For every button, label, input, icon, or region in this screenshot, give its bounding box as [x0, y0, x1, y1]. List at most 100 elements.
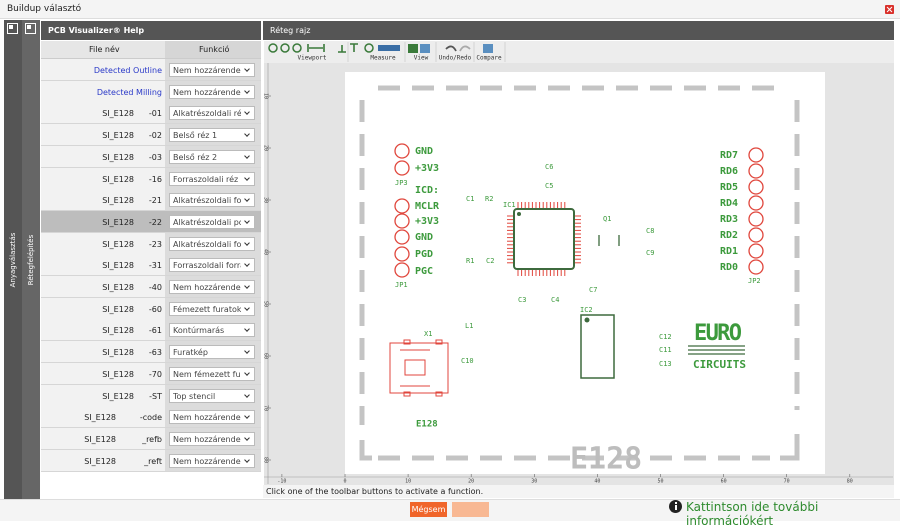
function-select[interactable]: Alkatrészoldali forra [169, 236, 255, 251]
select-value: Nem hozzárendelt [173, 413, 241, 423]
pcb-label: IC1 [503, 201, 516, 209]
y-ruler-label: 60 [263, 353, 269, 359]
file-suffix: -23 [148, 239, 162, 249]
y-ruler-label: 10 [263, 93, 269, 99]
function-select[interactable]: Fémezett furatok [169, 301, 255, 316]
function-cell: Alkatrészoldali forra [165, 232, 261, 254]
table-row[interactable]: SI_E128 -02 Belső réz 1 [41, 124, 261, 147]
file-suffix: -03 [148, 152, 162, 162]
pcb-label: C11 [659, 346, 672, 354]
y-ruler-label: 50 [263, 301, 269, 307]
function-cell: Fémezett furatok [165, 297, 261, 319]
info-link[interactable]: Kattintson ide további információkért [686, 500, 819, 528]
pcb-label: GND [415, 146, 433, 157]
file-suffix: -code [139, 413, 162, 423]
table-row[interactable]: SI_E128 -31 Forraszoldali forras [41, 254, 261, 277]
column-header[interactable]: Funkció [165, 41, 261, 59]
file-name: SI_E128 [102, 369, 134, 379]
file-suffix: -70 [148, 369, 162, 379]
file-name: SI_E128 [102, 131, 134, 141]
column-title: Funkció [199, 45, 230, 54]
tab[interactable]: Anyagválasztás [4, 20, 22, 499]
select-value: Forraszoldali réz [173, 174, 239, 184]
function-select[interactable]: Alkatrészoldali pozí [169, 214, 255, 229]
status-bar: Click one of the toolbar buttons to acti… [263, 485, 894, 498]
select-value: Nem hozzárendelt [173, 434, 241, 444]
tab[interactable]: Rétegfelépítés [22, 20, 40, 499]
pcb-label: RD1 [720, 246, 738, 257]
x-ruler-label: 40 [594, 479, 600, 485]
function-select[interactable]: Alkatrészoldali forra [169, 193, 255, 208]
function-select[interactable]: Nem hozzárendelt [169, 453, 255, 468]
board-outline-marks [359, 85, 800, 461]
table-row[interactable]: SI_E128 -03 Belső réz 2 [41, 145, 261, 168]
x-ruler-label: 0 [343, 479, 346, 485]
pcb-label: RD5 [720, 182, 738, 193]
file-name: SI_E128 [84, 413, 116, 423]
function-select[interactable]: Kontúrmarás [169, 323, 255, 338]
function-select[interactable]: Belső réz 2 [169, 149, 255, 164]
function-select[interactable]: Alkatrészoldali réz [169, 106, 255, 121]
pcb-label: C3 [518, 296, 526, 304]
table-row[interactable]: SI_E128 -63 Furatkép [41, 341, 261, 364]
function-select[interactable]: Forraszoldali forras [169, 258, 255, 273]
file-suffix: -21 [148, 196, 162, 206]
table-row[interactable]: SI_E128 -code Nem hozzárendelt [41, 406, 261, 429]
table-row[interactable]: Detected Milling Nem hozzárendelt [41, 80, 261, 103]
function-select[interactable]: Furatkép [169, 345, 255, 360]
function-select[interactable]: Nem fémezett furat [169, 366, 255, 381]
select-value: Nem hozzárendelt [173, 456, 241, 466]
x-ruler-label: 20 [468, 479, 474, 485]
pcb-label: +3V3 [415, 216, 439, 227]
file-name: SI_E128 [102, 261, 134, 271]
board [345, 72, 825, 474]
function-select[interactable]: Belső réz 1 [169, 128, 255, 143]
select-value: Nem hozzárendelt [173, 283, 241, 292]
function-cell: Nem hozzárendelt [165, 80, 261, 102]
table-row[interactable]: Detected Outline Nem hozzárendelt [41, 59, 261, 81]
table-row[interactable]: SI_E128 -61 Kontúrmarás [41, 319, 261, 342]
table-row[interactable]: SI_E128 _refb Nem hozzárendelt [41, 427, 261, 450]
function-select[interactable]: Nem hozzárendelt [169, 410, 255, 425]
table-row[interactable]: SI_E128 -ST Top stencil [41, 384, 261, 407]
function-cell: Furatkép [165, 341, 261, 363]
cancel-button[interactable]: Mégsem [410, 502, 447, 517]
column-header[interactable]: File név [41, 41, 165, 59]
connector-outline [389, 339, 449, 397]
table-row[interactable]: SI_E128 -01 Alkatrészoldali réz [41, 102, 261, 125]
file-name: SI_E128 [102, 326, 134, 336]
pcb-label: E128 [416, 420, 438, 430]
table-row[interactable]: SI_E128 -70 Nem fémezett furat [41, 362, 261, 385]
table-row[interactable]: SI_E128 -22 Alkatrészoldali pozí [41, 210, 261, 233]
select-value: Furatkép [173, 348, 208, 358]
ic-dot [584, 317, 590, 323]
pcb-label: JP3 [395, 179, 408, 187]
table-row[interactable]: SI_E128 -40 Nem hozzárendelt [41, 276, 261, 298]
file-suffix: -02 [148, 131, 162, 141]
next-button[interactable] [452, 502, 489, 517]
function-cell: Kontúrmarás [165, 319, 261, 341]
table-row[interactable]: SI_E128 -21 Alkatrészoldali forra [41, 189, 261, 212]
function-select[interactable]: Nem hozzárendelt [169, 84, 255, 99]
x-ruler-label: 80 [847, 479, 853, 485]
function-select[interactable]: Nem hozzárendelt [169, 431, 255, 446]
function-select[interactable]: Forraszoldali réz [169, 171, 255, 186]
toolbar-group-label: Undo/Redo [439, 55, 472, 62]
file-suffix: -16 [148, 174, 162, 184]
function-select[interactable]: Top stencil [169, 388, 255, 403]
x-ruler-label: 60 [721, 479, 727, 485]
info-icon[interactable] [669, 500, 682, 513]
function-select[interactable]: Nem hozzárendelt [169, 63, 255, 77]
function-select[interactable]: Nem hozzárendelt [169, 280, 255, 294]
table-row[interactable]: SI_E128 -23 Alkatrészoldali forra [41, 232, 261, 255]
file-name: SI_E128 [102, 391, 134, 401]
table-row[interactable]: SI_E128 -60 Fémezett furatok [41, 297, 261, 320]
close-button[interactable] [885, 5, 894, 14]
table-row[interactable]: SI_E128 _reft Nem hozzárendelt [41, 449, 261, 472]
pcb-label: PGD [415, 249, 433, 260]
table-row[interactable]: SI_E128 -16 Forraszoldali réz [41, 167, 261, 190]
pcb-label: ICD: [415, 185, 439, 196]
ic-dot [517, 212, 521, 216]
file-suffix: _refb [142, 434, 162, 444]
pcb-label: MCLR [415, 201, 440, 212]
